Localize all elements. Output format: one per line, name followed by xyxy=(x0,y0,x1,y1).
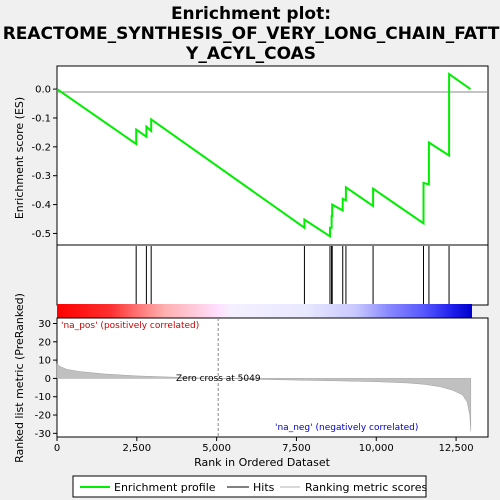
rank-y-tick-label: -20 xyxy=(35,411,51,422)
rank-y-tick-label: -10 xyxy=(35,392,51,403)
rank-y-tick-label: 10 xyxy=(38,356,51,367)
rank-x-tick-label: 7,500 xyxy=(282,443,311,454)
rank-x-ticks: 0 2,500 5,000 7,500 10,000 12,500 xyxy=(54,437,474,454)
legend-rank-label: Ranking metric scores xyxy=(305,481,427,494)
rank-x-tick-label: 2,500 xyxy=(122,443,151,454)
rank-y-tick-label: 0 xyxy=(45,374,51,385)
rank-y-tick-label: 20 xyxy=(38,337,51,348)
rank-y-tick-label: 30 xyxy=(38,319,51,330)
rank-y-axis-label: Ranked list metric (PreRanked) xyxy=(13,293,26,463)
chart-title-line-1: Enrichment plot: xyxy=(171,4,331,24)
negative-correlation-label: 'na_neg' (negatively correlated) xyxy=(275,423,418,433)
hits-panel xyxy=(56,244,489,306)
legend-enrichment-label: Enrichment profile xyxy=(114,481,216,494)
es-y-tick-label: 0.0 xyxy=(35,85,51,96)
legend-hits-label: Hits xyxy=(253,481,275,494)
ranking-metric-area xyxy=(56,363,472,432)
chart-title-line-2: REACTOME_SYNTHESIS_OF_VERY_LONG_CHAIN_FA… xyxy=(3,24,500,44)
rank-y-tick-label: -30 xyxy=(35,429,51,440)
rank-x-tick-label: 12,500 xyxy=(439,443,474,454)
es-y-axis-label: Enrichment score (ES) xyxy=(13,97,26,219)
es-panel xyxy=(56,65,489,246)
es-y-ticks: 0.0 -0.1 -0.2 -0.3 -0.4 -0.5 xyxy=(31,85,57,240)
legend-box xyxy=(72,475,427,498)
es-y-tick-label: -0.4 xyxy=(31,200,51,211)
hits-markers xyxy=(135,246,450,304)
rank-x-tick-label: 5,000 xyxy=(202,443,231,454)
chart-title-line-3: Y_ACYL_COAS xyxy=(185,44,316,64)
enrichment-profile-line xyxy=(56,72,471,239)
rank-color-bar xyxy=(57,304,472,318)
es-y-tick-label: -0.3 xyxy=(31,171,51,182)
rank-x-tick-label: 10,000 xyxy=(359,443,394,454)
zero-cross-label: Zero cross at 5049 xyxy=(176,374,261,384)
es-y-tick-label: -0.1 xyxy=(31,113,51,124)
rank-y-ticks: 30 20 10 0 -10 -20 -30 xyxy=(35,319,57,440)
es-y-tick-label: -0.5 xyxy=(31,229,51,240)
rank-x-tick-label: 0 xyxy=(54,443,60,454)
rank-x-axis-label: Rank in Ordered Dataset xyxy=(194,456,331,469)
es-y-tick-label: -0.2 xyxy=(31,142,51,153)
positive-correlation-label: 'na_pos' (positively correlated) xyxy=(61,321,199,331)
